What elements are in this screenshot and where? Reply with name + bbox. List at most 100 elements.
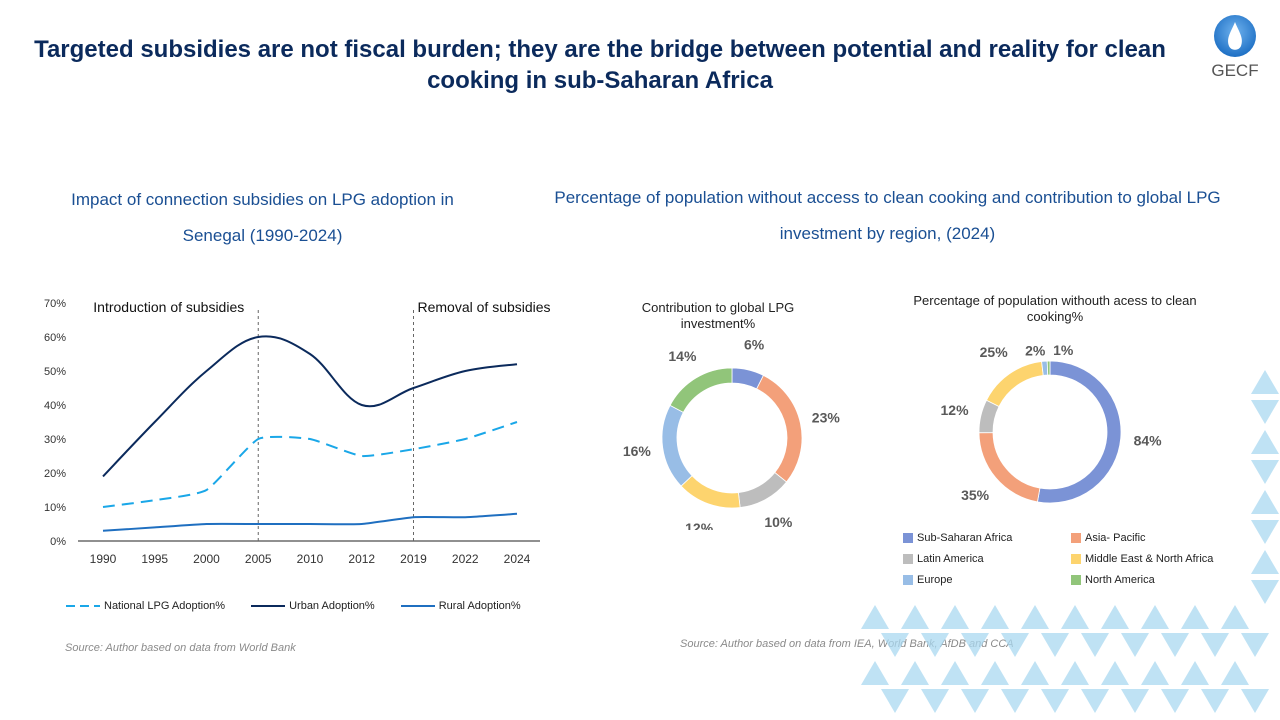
donut-slice [669, 367, 733, 413]
decor-triangle [1061, 661, 1089, 685]
data-label: 1% [1053, 342, 1074, 358]
data-label: 16% [623, 443, 652, 459]
legend-label: Europe [917, 574, 953, 586]
decor-triangle [1251, 520, 1279, 544]
data-label: 2% [1025, 342, 1046, 358]
decor-triangle [1161, 633, 1189, 657]
x-tick-label: 1990 [90, 552, 117, 566]
x-tick-label: 2022 [452, 552, 479, 566]
y-tick-label: 70% [44, 298, 66, 310]
decor-triangle [881, 633, 909, 657]
donut-slice [661, 404, 693, 487]
decor-triangle [1101, 661, 1129, 685]
data-label: 6% [744, 337, 765, 353]
series-line-national [102, 421, 518, 508]
decor-triangle [1141, 661, 1169, 685]
decor-triangle [1061, 605, 1089, 629]
legend-swatch [1071, 554, 1081, 564]
line-legend: National LPG Adoption% Urban Adoption% R… [66, 600, 546, 612]
decor-triangle [1081, 633, 1109, 657]
x-tick-label: 1995 [141, 552, 168, 566]
logo-text: GECF [1211, 61, 1259, 80]
page-title: Targeted subsidies are not fiscal burden… [34, 36, 1166, 94]
data-label: 84% [1134, 433, 1163, 449]
data-label: 12% [685, 520, 714, 530]
y-tick-label: 10% [44, 502, 66, 514]
legend-item: Latin America [903, 553, 1071, 565]
decor-triangle [921, 633, 949, 657]
donut-legend: Sub-Saharan Africa Asia- Pacific Latin Ame… [903, 532, 1243, 586]
decor-triangle [981, 661, 1009, 685]
x-tick-label: 2000 [193, 552, 220, 566]
legend-swatch [1071, 533, 1081, 543]
legend-label: Asia- Pacific [1085, 532, 1146, 544]
x-tick-label: 2010 [297, 552, 324, 566]
legend-urban: Urban Adoption% [251, 600, 375, 612]
y-tick-label: 60% [44, 332, 66, 344]
y-tick-label: 20% [44, 468, 66, 480]
decor-triangle [1121, 633, 1149, 657]
decor-triangle [961, 689, 989, 713]
legend-item: Asia- Pacific [1071, 532, 1243, 544]
y-tick-label: 30% [44, 434, 66, 446]
line-chart: 0% 10% 20% 30% 40% 50% 60% 70% 1990 1995 2000 2005 2… [44, 298, 551, 566]
y-tick-label: 40% [44, 400, 66, 412]
series-line-urban [102, 335, 518, 478]
decor-triangle [1251, 430, 1279, 454]
decor-triangle [1001, 633, 1029, 657]
x-tick-label: 2024 [504, 552, 531, 566]
data-label: 14% [668, 348, 697, 364]
x-tick-label: 2019 [400, 552, 427, 566]
flame-drop-icon [1214, 15, 1256, 57]
right-chart-heading: Percentage of population without access … [554, 188, 1221, 243]
donut-charts: 6% 23% 10% 12% 16% 14% 84% 35% 12% 25% 2% 1% [623, 337, 1163, 530]
data-label: 12% [941, 402, 970, 418]
decor-triangle [1041, 689, 1069, 713]
decor-triangle [1081, 689, 1109, 713]
decor-triangle [1101, 605, 1129, 629]
legend-item: Sub-Saharan Africa [903, 532, 1071, 544]
decor-triangle [1181, 605, 1209, 629]
decor-triangle [1181, 661, 1209, 685]
y-tick-label: 0% [50, 536, 66, 548]
legend-label: Middle East & North Africa [1085, 553, 1214, 565]
donut-slice [1046, 360, 1051, 376]
decor-triangle [1251, 550, 1279, 574]
decor-triangle [861, 661, 889, 685]
legend-swatch [903, 533, 913, 543]
decor-triangle [1241, 633, 1269, 657]
donut2-title: Percentage of population withouth acess … [913, 293, 1197, 324]
decor-triangle [941, 605, 969, 629]
decor-triangle [1121, 689, 1149, 713]
decor-triangle [881, 689, 909, 713]
donut1-title: Contribution to global LPG investment% [641, 300, 795, 331]
series-line-rural [102, 512, 518, 532]
legend-label: Latin America [917, 553, 984, 565]
legend-rural: Rural Adoption% [400, 600, 521, 612]
data-label: 10% [764, 514, 793, 530]
legend-label: Sub-Saharan Africa [917, 532, 1013, 544]
decor-triangle [921, 689, 949, 713]
decor-triangle [1251, 370, 1279, 394]
decorative-triangles [861, 370, 1279, 713]
decor-triangle [901, 661, 929, 685]
decor-triangle [901, 605, 929, 629]
left-chart-heading: Impact of connection subsidies on LPG ad… [71, 190, 454, 245]
decor-triangle [1161, 689, 1189, 713]
decor-triangle [1141, 605, 1169, 629]
decor-triangle [1001, 689, 1029, 713]
legend-item: Middle East & North Africa [1071, 553, 1243, 565]
decor-triangle [861, 605, 889, 629]
gecf-logo: GECF [1210, 14, 1260, 81]
decor-triangle [1021, 605, 1049, 629]
data-label: 35% [961, 487, 990, 503]
decor-triangle [1251, 460, 1279, 484]
legend-item: North America [1071, 574, 1243, 586]
x-tick-label: 2005 [245, 552, 272, 566]
decor-triangle [1041, 633, 1069, 657]
legend-national: National LPG Adoption% [66, 600, 226, 612]
decor-triangle [1251, 580, 1279, 604]
decor-triangle [1201, 689, 1229, 713]
decor-triangle [981, 605, 1009, 629]
legend-item: Europe [903, 574, 1071, 586]
